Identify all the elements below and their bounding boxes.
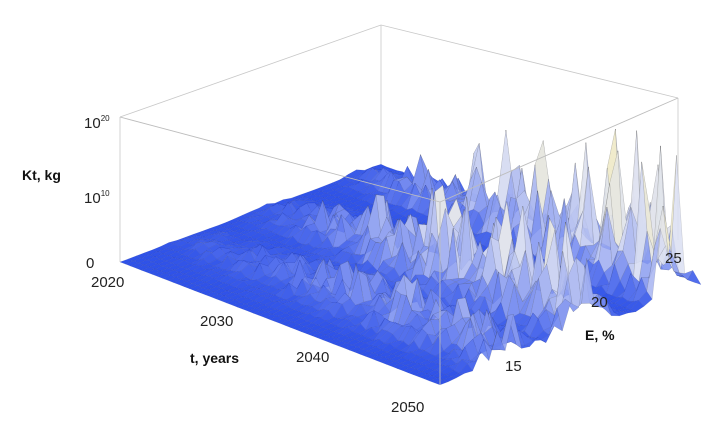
surface-cell xyxy=(442,376,457,382)
z-tick-label-0: 0 xyxy=(86,255,94,272)
x-tick-label-2030: 2030 xyxy=(200,313,233,330)
surface-cell xyxy=(556,298,571,332)
z-axis-label: Kt, kg xyxy=(22,167,61,183)
surface-cell xyxy=(540,326,555,343)
y-tick-label-20: 20 xyxy=(591,294,608,311)
x-tick-label-2020: 2020 xyxy=(91,274,124,291)
y-axis-label: E, % xyxy=(585,327,615,343)
y-axis: 15 20 25 E, % xyxy=(505,250,682,375)
x-axis: 2020 2030 2040 2050 t, years xyxy=(91,274,424,416)
y-tick-label-25: 25 xyxy=(665,250,682,267)
surface-cell xyxy=(450,372,466,379)
y-tick-label-15: 15 xyxy=(505,358,522,375)
x-tick-label-2050: 2050 xyxy=(391,399,424,416)
z-tick-label-1: 1010 xyxy=(84,189,110,207)
surface-cell xyxy=(458,363,473,374)
plot-box-back xyxy=(119,24,679,262)
surface-cell xyxy=(467,351,481,372)
surface-cell xyxy=(548,307,563,335)
surface-mesh xyxy=(119,128,702,386)
surface-cell xyxy=(621,309,637,314)
x-tick-label-2040: 2040 xyxy=(296,349,329,366)
x-axis-label: t, years xyxy=(190,350,239,366)
z-axis: 0 1010 1020 Kt, kg xyxy=(22,114,110,272)
surface-cell xyxy=(573,258,587,312)
surface-cell xyxy=(638,291,653,307)
surface-cell xyxy=(662,155,677,257)
surface-cell xyxy=(613,311,629,317)
plot-box-front xyxy=(119,97,679,385)
z-tick-label-2: 1020 xyxy=(84,114,110,132)
